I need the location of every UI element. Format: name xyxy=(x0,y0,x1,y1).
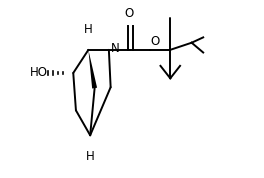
Text: O: O xyxy=(125,7,134,20)
Text: HO: HO xyxy=(30,66,48,80)
Text: H: H xyxy=(84,23,93,36)
Text: O: O xyxy=(150,35,159,48)
Text: H: H xyxy=(86,150,95,163)
Polygon shape xyxy=(88,50,97,88)
Text: N: N xyxy=(111,42,120,56)
